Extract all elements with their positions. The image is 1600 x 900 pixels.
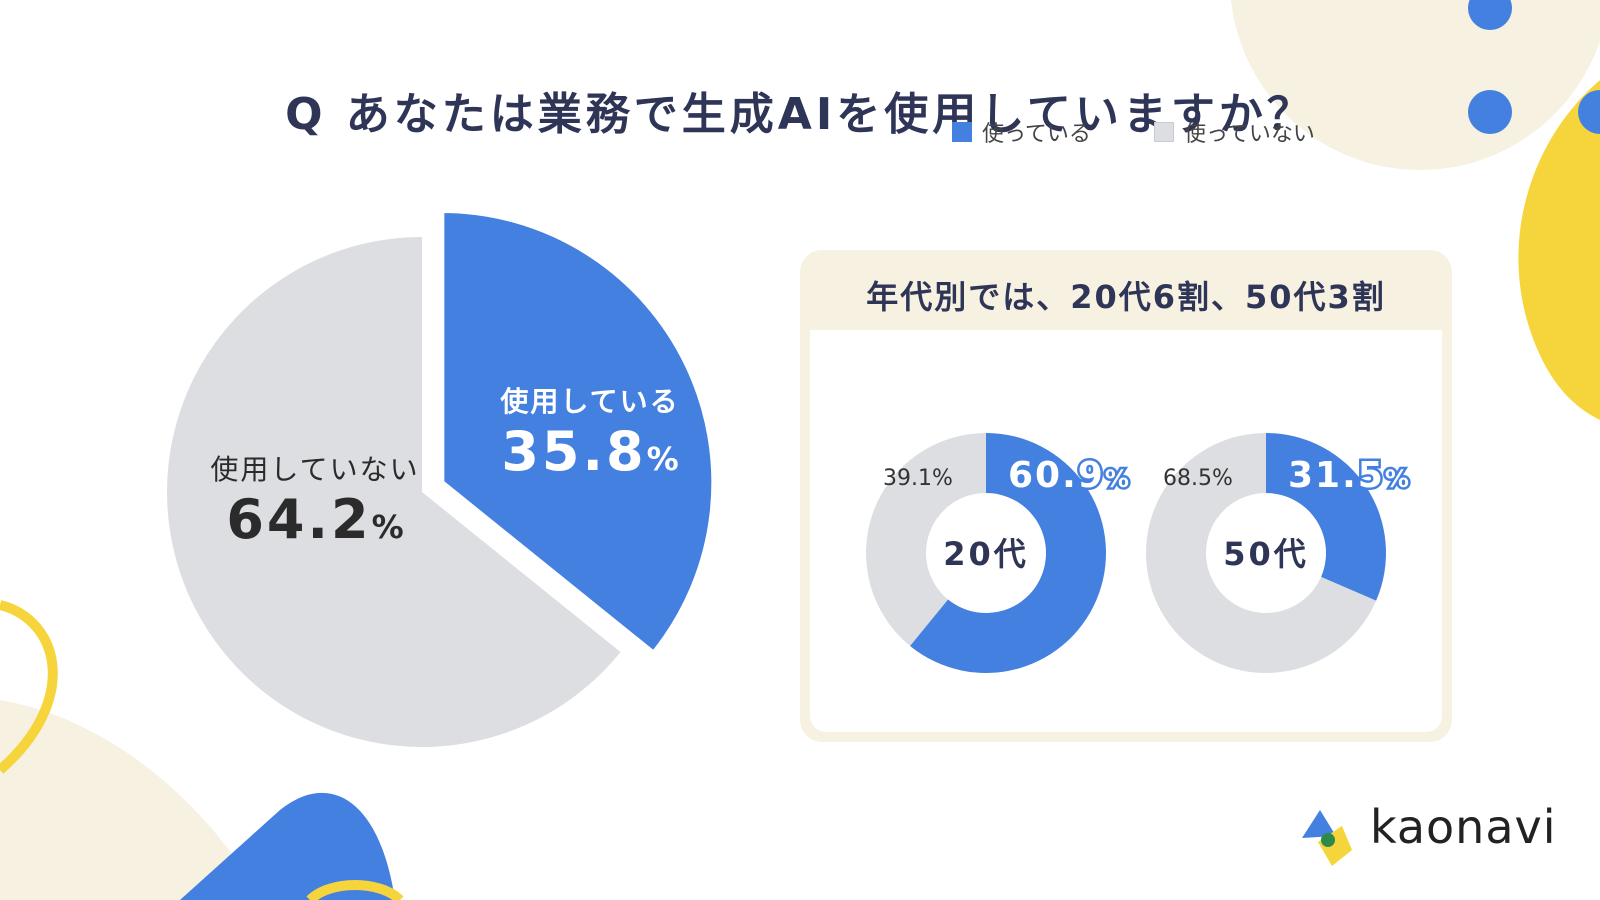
pie-slice-not-used [167,237,621,747]
pie-slice-used [439,208,717,657]
panel-body [810,330,1442,732]
age-breakdown-panel: 年代別では、20代6割、50代3割 [800,250,1452,742]
used-label: 使用している [500,385,680,418]
legend-label-used: 使っている [982,122,1091,147]
not-used-label: 使用していない [210,453,420,486]
legend-item-not-used: 使っていない [1154,116,1315,148]
legend-swatch-used [952,122,972,142]
page-title: Q あなたは業務で生成AIを使用していますか？ [285,89,1315,140]
not-used-value: 64.2 [226,488,372,551]
legend-swatch-not-used [1154,122,1174,142]
used-unit: % [646,440,679,478]
not-used-unit: % [371,508,404,546]
pie-label-used: 使用している 35.8% [470,380,710,483]
brand-name: kaonavi [1370,800,1557,854]
legend-label-not-used: 使っていない [1184,122,1315,147]
panel-heading: 年代別では、20代6割、50代3割 [866,278,1386,316]
main-pie-chart [167,208,717,747]
kaonavi-logo-icon [1302,810,1352,866]
used-value: 35.8 [501,420,647,483]
legend-item-used: 使っている [952,116,1091,148]
pie-label-not-used: 使用していない 64.2% [195,448,435,551]
